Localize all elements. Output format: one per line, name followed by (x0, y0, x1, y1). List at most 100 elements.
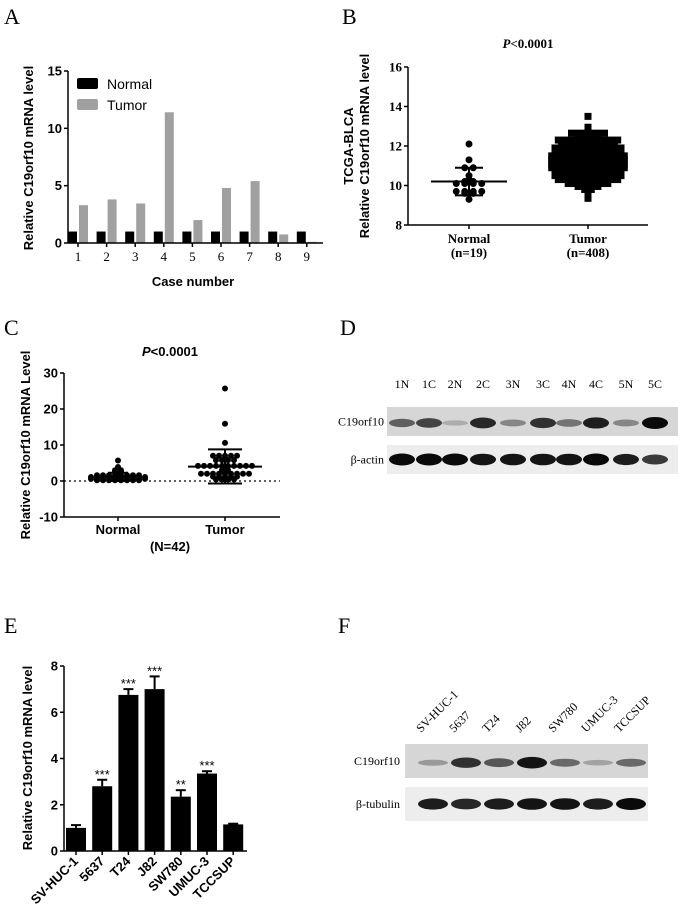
data-point (228, 452, 234, 459)
data-point (594, 136, 602, 144)
data-point (587, 160, 595, 168)
blot-band (616, 798, 646, 810)
data-point (607, 160, 615, 168)
title-p: P (502, 36, 511, 51)
title-p: P (142, 344, 151, 359)
blot-band (583, 759, 613, 766)
data-point (581, 164, 589, 172)
data-point (204, 470, 210, 477)
blot-band (556, 419, 582, 427)
significance-label: *** (147, 663, 162, 678)
y-axis-label: Relative C19orf10 mRNA level (20, 666, 35, 851)
blot-row-label: C19orf10 (338, 415, 384, 429)
title-value: <0.0001 (510, 36, 553, 51)
data-point (591, 168, 599, 176)
data-point (225, 476, 231, 483)
data-point (558, 168, 566, 176)
blot-row-label: β-actin (351, 453, 384, 467)
data-point (601, 136, 608, 144)
data-point (587, 176, 595, 184)
blot-band (583, 453, 609, 466)
significance-label: *** (121, 676, 136, 691)
lane-label: SW780 (545, 700, 580, 735)
lane-label: J82 (512, 713, 534, 735)
data-point (620, 152, 628, 160)
lane-label: 5C (648, 377, 662, 391)
data-point (607, 136, 615, 144)
data-point (591, 144, 599, 152)
y-tick-label: 12 (389, 139, 402, 154)
data-point (554, 164, 562, 172)
data-point (587, 132, 595, 140)
blot-band (389, 453, 415, 466)
data-point (620, 156, 628, 164)
data-point (591, 172, 599, 180)
chart-title: P<0.0001 (142, 344, 198, 359)
data-point (554, 136, 562, 144)
data-point (614, 160, 622, 168)
data-point (581, 152, 589, 160)
lane-label: TCCSUP (611, 693, 653, 735)
data-point (610, 172, 618, 180)
data-point (597, 148, 605, 156)
bar-tumor (222, 187, 231, 243)
x-axis-label: Case number (152, 274, 234, 289)
data-point (561, 164, 569, 172)
data-point (136, 477, 142, 484)
y-tick-label: 10 (44, 438, 58, 453)
data-point (577, 168, 585, 176)
x-tick-label: SV-HUC-1 (28, 854, 82, 908)
data-point (222, 439, 228, 446)
blot-row-label: β-tubulin (356, 797, 400, 811)
data-point (551, 168, 559, 176)
data-point (213, 457, 219, 464)
data-point (594, 176, 602, 184)
y-tick-label: 8 (51, 659, 58, 674)
blot-band (389, 418, 415, 428)
y-tick-label: 4 (51, 751, 59, 766)
data-point (591, 140, 599, 148)
data-point (591, 148, 599, 156)
data-point (568, 164, 575, 172)
data-point (617, 148, 625, 156)
data-point (210, 452, 216, 459)
title-value: <0.0001 (151, 344, 198, 359)
data-point (601, 156, 608, 164)
bar-normal (211, 231, 220, 243)
data-point (594, 156, 602, 164)
blot-band (416, 453, 442, 466)
bar-normal (296, 231, 306, 243)
y-tick-label: 10 (389, 178, 402, 193)
data-point (584, 172, 592, 180)
data-point (568, 129, 575, 137)
data-point (617, 172, 625, 180)
data-point (554, 176, 562, 184)
panel-label-d: D (340, 315, 356, 340)
lane-label: 3N (506, 377, 521, 391)
data-point (558, 140, 566, 148)
bar-normal (182, 231, 192, 243)
data-point (564, 168, 572, 176)
blot-band (484, 798, 514, 810)
data-point (610, 148, 618, 156)
data-point (584, 140, 592, 148)
blot-band (550, 798, 580, 810)
data-point (574, 136, 582, 144)
data-point (604, 180, 612, 188)
blot-band (642, 454, 668, 465)
data-point (620, 160, 628, 168)
blot-band (642, 416, 668, 429)
data-point (574, 182, 582, 190)
data-point (548, 164, 556, 172)
data-point (554, 156, 562, 164)
blot-band (556, 453, 582, 466)
data-point (614, 164, 622, 172)
data-point (581, 136, 589, 144)
bar (170, 796, 191, 851)
data-point (597, 144, 605, 152)
lane-label: 4N (562, 377, 577, 391)
data-point (213, 476, 219, 483)
chart-title: P<0.0001 (502, 36, 553, 51)
data-point (564, 144, 572, 152)
